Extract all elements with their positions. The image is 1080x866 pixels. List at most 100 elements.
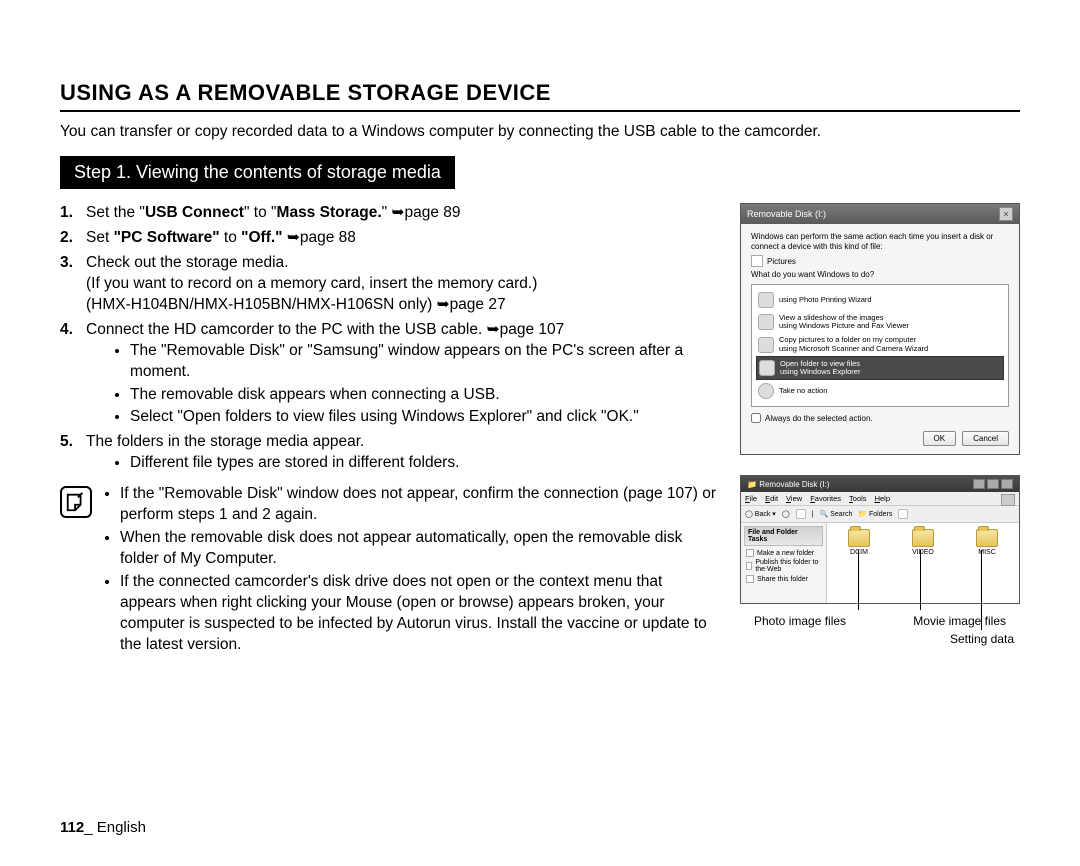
sub-bullets: Different file types are stored in diffe… <box>86 453 720 474</box>
forward-button[interactable]: ◯ <box>782 510 790 518</box>
task-icon <box>746 549 754 557</box>
dialog-buttons: OK Cancel <box>751 431 1009 446</box>
text: (HMX-H104BN/HMX-H105BN/HMX-H106SN only) <box>86 296 437 313</box>
checkbox-label: Always do the selected action. <box>765 414 873 423</box>
option-copy[interactable]: Copy pictures to a folder on my computer… <box>756 333 1004 356</box>
footer-sep: _ <box>84 819 97 836</box>
folder-icon <box>759 360 775 376</box>
windows-logo-icon <box>1001 494 1015 506</box>
menu-file[interactable]: File <box>745 494 757 503</box>
task-icon <box>746 575 754 583</box>
dialog-title: Removable Disk (I:) <box>747 209 826 219</box>
note-bullets: If the "Removable Disk" window does not … <box>102 484 720 657</box>
folder-icon <box>976 529 998 547</box>
menu-edit[interactable]: Edit <box>765 494 778 503</box>
pictures-icon <box>751 255 763 267</box>
text: to <box>220 229 242 246</box>
page-ref: page 88 <box>300 229 356 246</box>
page-footer: 112_ English <box>60 819 146 836</box>
option-no-action[interactable]: Take no action <box>756 380 1004 402</box>
sidebar-item[interactable]: Make a new folder <box>744 548 823 558</box>
text: " <box>382 204 392 221</box>
close-icon[interactable]: × <box>999 207 1013 221</box>
instruction-item-3: Check out the storage media. (If you wan… <box>60 253 720 316</box>
always-checkbox[interactable] <box>751 413 761 423</box>
note-icon <box>60 486 92 518</box>
arrow-icon: ➥ <box>437 296 450 313</box>
option-print[interactable]: using Photo Printing Wizard <box>756 289 1004 311</box>
label-photo: Photo image files <box>754 614 846 628</box>
search-button[interactable]: 🔍 Search <box>819 510 852 518</box>
filetype-label: Pictures <box>767 257 796 266</box>
option-label: Open folder to view filesusing Windows E… <box>780 360 860 377</box>
minimize-icon[interactable] <box>973 479 985 489</box>
explorer-menubar: File Edit View Favorites Tools Help <box>741 492 1019 506</box>
explorer-body: File and Folder Tasks Make a new folder … <box>741 523 1019 603</box>
window-controls <box>973 479 1013 489</box>
instruction-item-1: Set the "USB Connect" to "Mass Storage."… <box>60 203 720 224</box>
sidebar-item[interactable]: Share this folder <box>744 574 823 584</box>
folder-misc[interactable]: MISC <box>976 529 998 556</box>
option-label: View a slideshow of the imagesusing Wind… <box>779 314 909 331</box>
folders-button[interactable]: 📁 Folders <box>858 510 892 518</box>
menu-help[interactable]: Help <box>875 494 890 503</box>
step-banner: Step 1. Viewing the contents of storage … <box>60 156 455 189</box>
back-button[interactable]: ◯ Back ▾ <box>745 510 776 518</box>
page-heading: USING AS A REMOVABLE STORAGE DEVICE <box>60 80 1020 112</box>
bullet: Select "Open folders to view files using… <box>130 407 720 428</box>
dialog-text: Windows can perform the same action each… <box>751 232 1009 251</box>
screenshots-column: Removable Disk (I:) × Windows can perfor… <box>740 203 1020 657</box>
bold-text: "PC Software" <box>114 229 220 246</box>
dialog-titlebar: Removable Disk (I:) × <box>741 204 1019 224</box>
labels-row: Photo image files Movie image files <box>740 614 1020 628</box>
text: Connect the HD camcorder to the PC with … <box>86 321 487 338</box>
sidebar-header: File and Folder Tasks <box>744 526 823 546</box>
label-setting: Setting data <box>740 632 1020 646</box>
arrow-icon: ➥ <box>487 321 500 338</box>
instruction-item-5: The folders in the storage media appear.… <box>60 432 720 474</box>
bold-text: USB Connect <box>145 204 244 221</box>
printer-icon <box>758 292 774 308</box>
sidebar-item[interactable]: Publish this folder to the Web <box>744 558 823 574</box>
option-label: Take no action <box>779 387 827 395</box>
callout-line <box>920 550 921 610</box>
explorer-main: DCIM VIDEO MISC <box>827 523 1019 603</box>
folder-video[interactable]: VIDEO <box>912 529 934 556</box>
bullet: Different file types are stored in diffe… <box>130 453 720 474</box>
explorer-title: 📁 Removable Disk (I:) <box>747 480 829 489</box>
dialog-prompt: What do you want Windows to do? <box>751 270 1009 280</box>
intro-text: You can transfer or copy recorded data t… <box>60 122 1020 142</box>
removable-disk-dialog: Removable Disk (I:) × Windows can perfor… <box>740 203 1020 455</box>
explorer-titlebar: 📁 Removable Disk (I:) <box>741 476 1019 492</box>
folder-icon <box>912 529 934 547</box>
close-icon[interactable] <box>1001 479 1013 489</box>
up-icon[interactable] <box>796 509 806 519</box>
text: The folders in the storage media appear. <box>86 433 364 450</box>
ok-button[interactable]: OK <box>923 431 957 446</box>
menu-favorites[interactable]: Favorites <box>810 494 841 503</box>
folder-icon <box>848 529 870 547</box>
explorer-window: 📁 Removable Disk (I:) File Edit View Fav… <box>740 475 1020 604</box>
note-bullet: When the removable disk does not appear … <box>120 528 720 570</box>
menu-tools[interactable]: Tools <box>849 494 867 503</box>
maximize-icon[interactable] <box>987 479 999 489</box>
content-row: Set the "USB Connect" to "Mass Storage."… <box>60 203 1020 657</box>
footer-language: English <box>97 819 146 836</box>
instruction-item-4: Connect the HD camcorder to the PC with … <box>60 320 720 429</box>
instruction-list: Set the "USB Connect" to "Mass Storage."… <box>60 203 720 474</box>
note-bullet: If the "Removable Disk" window does not … <box>120 484 720 526</box>
arrow-icon: ➥ <box>287 229 300 246</box>
views-icon[interactable] <box>898 509 908 519</box>
text: " to " <box>244 204 277 221</box>
cancel-button[interactable]: Cancel <box>962 431 1009 446</box>
camera-icon <box>758 337 774 353</box>
bullet: The removable disk appears when connecti… <box>130 385 720 406</box>
option-label: using Photo Printing Wizard <box>779 296 872 304</box>
callout-line <box>858 550 859 610</box>
option-slideshow[interactable]: View a slideshow of the imagesusing Wind… <box>756 311 1004 334</box>
option-open-folder[interactable]: Open folder to view filesusing Windows E… <box>756 356 1004 381</box>
menu-view[interactable]: View <box>786 494 802 503</box>
instructions-column: Set the "USB Connect" to "Mass Storage."… <box>60 203 720 657</box>
page-ref: page 89 <box>404 204 460 221</box>
folder-dcim[interactable]: DCIM <box>848 529 870 556</box>
